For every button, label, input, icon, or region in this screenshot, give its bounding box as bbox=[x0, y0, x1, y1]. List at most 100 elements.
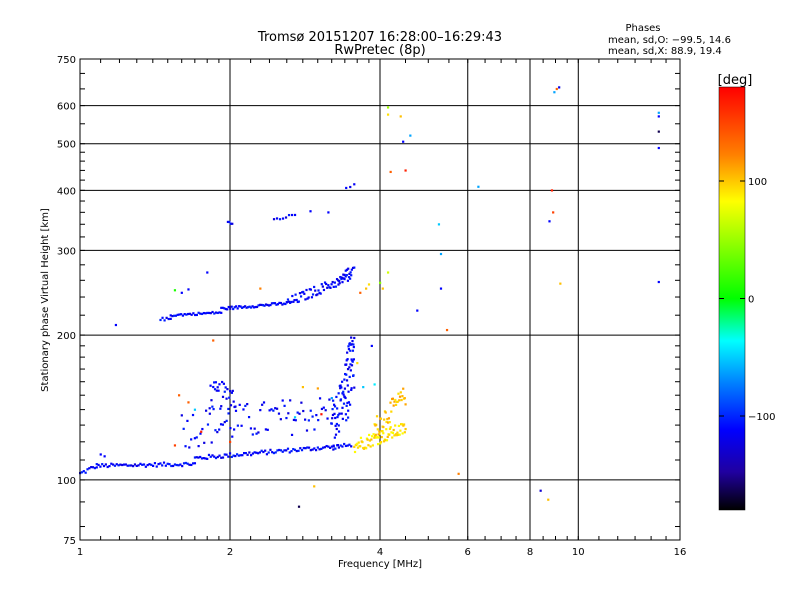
data-point bbox=[404, 403, 407, 406]
data-point bbox=[173, 463, 177, 466]
data-point bbox=[192, 462, 195, 465]
data-point bbox=[316, 387, 319, 390]
data-point bbox=[345, 373, 348, 376]
data-point bbox=[190, 463, 193, 467]
data-point bbox=[173, 289, 177, 292]
data-point bbox=[246, 453, 249, 456]
data-point bbox=[229, 390, 232, 393]
data-point bbox=[293, 299, 296, 302]
data-point bbox=[238, 403, 241, 406]
data-point bbox=[370, 438, 373, 441]
colorbar-tick-label: 0 bbox=[748, 295, 754, 306]
data-point bbox=[349, 349, 352, 352]
data-point bbox=[347, 409, 350, 412]
data-point bbox=[327, 211, 330, 214]
data-point bbox=[310, 296, 314, 299]
data-point bbox=[353, 450, 357, 454]
data-point bbox=[317, 419, 320, 422]
data-point bbox=[264, 303, 268, 306]
data-point bbox=[346, 351, 349, 354]
data-point bbox=[347, 401, 351, 404]
data-point bbox=[390, 431, 393, 434]
data-point bbox=[539, 489, 542, 492]
data-point bbox=[313, 447, 316, 450]
data-point bbox=[188, 446, 191, 449]
data-point bbox=[260, 449, 263, 452]
data-point bbox=[218, 454, 221, 457]
data-point bbox=[338, 279, 341, 283]
data-point bbox=[193, 408, 197, 411]
data-point bbox=[130, 464, 133, 467]
data-point bbox=[368, 433, 371, 437]
data-point bbox=[397, 424, 400, 428]
data-point bbox=[357, 441, 360, 444]
data-point bbox=[152, 464, 155, 468]
data-point bbox=[281, 399, 284, 402]
data-point bbox=[348, 272, 351, 276]
data-point bbox=[320, 447, 323, 450]
data-point bbox=[257, 431, 260, 434]
data-point bbox=[359, 291, 362, 294]
data-point bbox=[306, 297, 309, 300]
data-point bbox=[86, 468, 89, 471]
data-point bbox=[206, 457, 209, 460]
data-point bbox=[231, 222, 234, 225]
data-point bbox=[297, 505, 301, 508]
data-point bbox=[330, 445, 333, 448]
data-point bbox=[126, 464, 129, 467]
data-point bbox=[211, 310, 214, 314]
data-point bbox=[320, 407, 324, 411]
data-point bbox=[258, 303, 262, 306]
axis-ticks: 1 2 4 6 8 10 16 75 100 200 300 400 500 600 750 bbox=[57, 55, 686, 558]
data-point bbox=[258, 451, 261, 454]
data-point bbox=[179, 463, 182, 466]
data-point bbox=[329, 286, 332, 289]
data-point bbox=[226, 308, 229, 311]
data-point bbox=[142, 463, 146, 466]
data-point bbox=[242, 408, 245, 411]
data-point bbox=[393, 400, 396, 403]
data-point bbox=[110, 462, 113, 465]
data-point bbox=[382, 440, 386, 443]
data-point bbox=[313, 285, 316, 289]
data-point bbox=[144, 465, 147, 468]
data-point bbox=[241, 306, 244, 309]
data-points bbox=[79, 86, 660, 508]
data-point bbox=[155, 465, 158, 468]
data-point bbox=[657, 111, 660, 114]
data-point bbox=[349, 277, 352, 280]
data-point bbox=[290, 450, 293, 453]
data-point bbox=[206, 311, 209, 315]
data-point bbox=[332, 448, 335, 451]
data-point bbox=[346, 401, 349, 405]
data-point bbox=[343, 378, 346, 381]
data-point bbox=[299, 295, 303, 298]
data-point bbox=[304, 298, 307, 301]
data-point bbox=[290, 213, 294, 217]
data-point bbox=[657, 280, 660, 284]
data-point bbox=[293, 448, 297, 451]
data-point bbox=[295, 449, 298, 453]
data-point bbox=[199, 312, 202, 315]
data-point bbox=[192, 312, 195, 315]
data-point bbox=[210, 441, 213, 444]
data-point bbox=[227, 455, 230, 458]
data-point bbox=[365, 447, 368, 450]
data-point bbox=[657, 130, 660, 133]
data-point bbox=[337, 283, 340, 286]
data-point bbox=[221, 380, 224, 384]
y-tick-label: 100 bbox=[57, 476, 76, 487]
data-point bbox=[251, 305, 254, 308]
data-point bbox=[327, 445, 330, 448]
data-point bbox=[349, 343, 352, 346]
data-point bbox=[184, 445, 187, 448]
data-point bbox=[212, 408, 215, 411]
data-point bbox=[391, 436, 394, 439]
data-point bbox=[439, 287, 443, 290]
data-point bbox=[236, 307, 239, 310]
data-point bbox=[173, 314, 176, 317]
x-tick-label: 8 bbox=[527, 547, 533, 558]
data-point bbox=[209, 455, 212, 458]
data-point bbox=[352, 374, 355, 377]
data-point bbox=[221, 456, 225, 459]
